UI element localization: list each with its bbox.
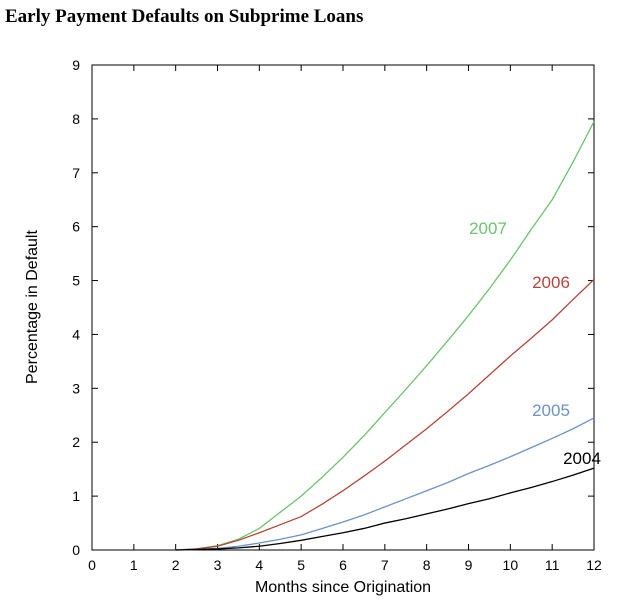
y-axis-title: Percentage in Default: [24, 230, 41, 384]
plot-frame: [91, 64, 595, 551]
x-tick-label: 12: [586, 557, 602, 573]
y-tick-label: 3: [72, 380, 80, 396]
series-label: 2007: [469, 219, 507, 238]
series-label: 2006: [532, 273, 570, 292]
y-tick-label: 7: [72, 165, 80, 181]
series-line: [175, 121, 595, 551]
series-label: 2004: [563, 449, 601, 468]
x-tick-label: 5: [297, 557, 305, 573]
x-tick-label: 6: [339, 557, 347, 573]
series-line: [175, 279, 595, 551]
x-tick-label: 7: [381, 557, 389, 573]
y-tick-label: 0: [72, 542, 80, 558]
x-tick-label: 0: [88, 557, 96, 573]
y-tick-label: 6: [72, 219, 80, 235]
x-tick-label: 9: [465, 557, 473, 573]
x-tick-label: 11: [545, 557, 560, 573]
x-tick-label: 10: [503, 557, 519, 573]
x-tick-label: 8: [423, 557, 431, 573]
y-tick-label: 4: [72, 326, 80, 342]
x-tick-label: 4: [255, 557, 263, 573]
y-tick-label: 8: [72, 111, 80, 127]
x-tick-label: 2: [172, 557, 180, 573]
series-line: [175, 467, 595, 551]
y-tick-label: 2: [72, 434, 80, 450]
x-tick-label: 1: [130, 557, 138, 573]
y-tick-label: 1: [72, 488, 80, 504]
y-tick-label: 5: [72, 273, 80, 289]
chart-title: Early Payment Defaults on Subprime Loans: [5, 6, 363, 27]
x-tick-label: 3: [214, 557, 222, 573]
y-tick-label: 9: [72, 57, 80, 73]
series-label: 2005: [532, 401, 570, 420]
series-line: [175, 417, 595, 551]
x-axis-title: Months since Origination: [255, 579, 431, 596]
